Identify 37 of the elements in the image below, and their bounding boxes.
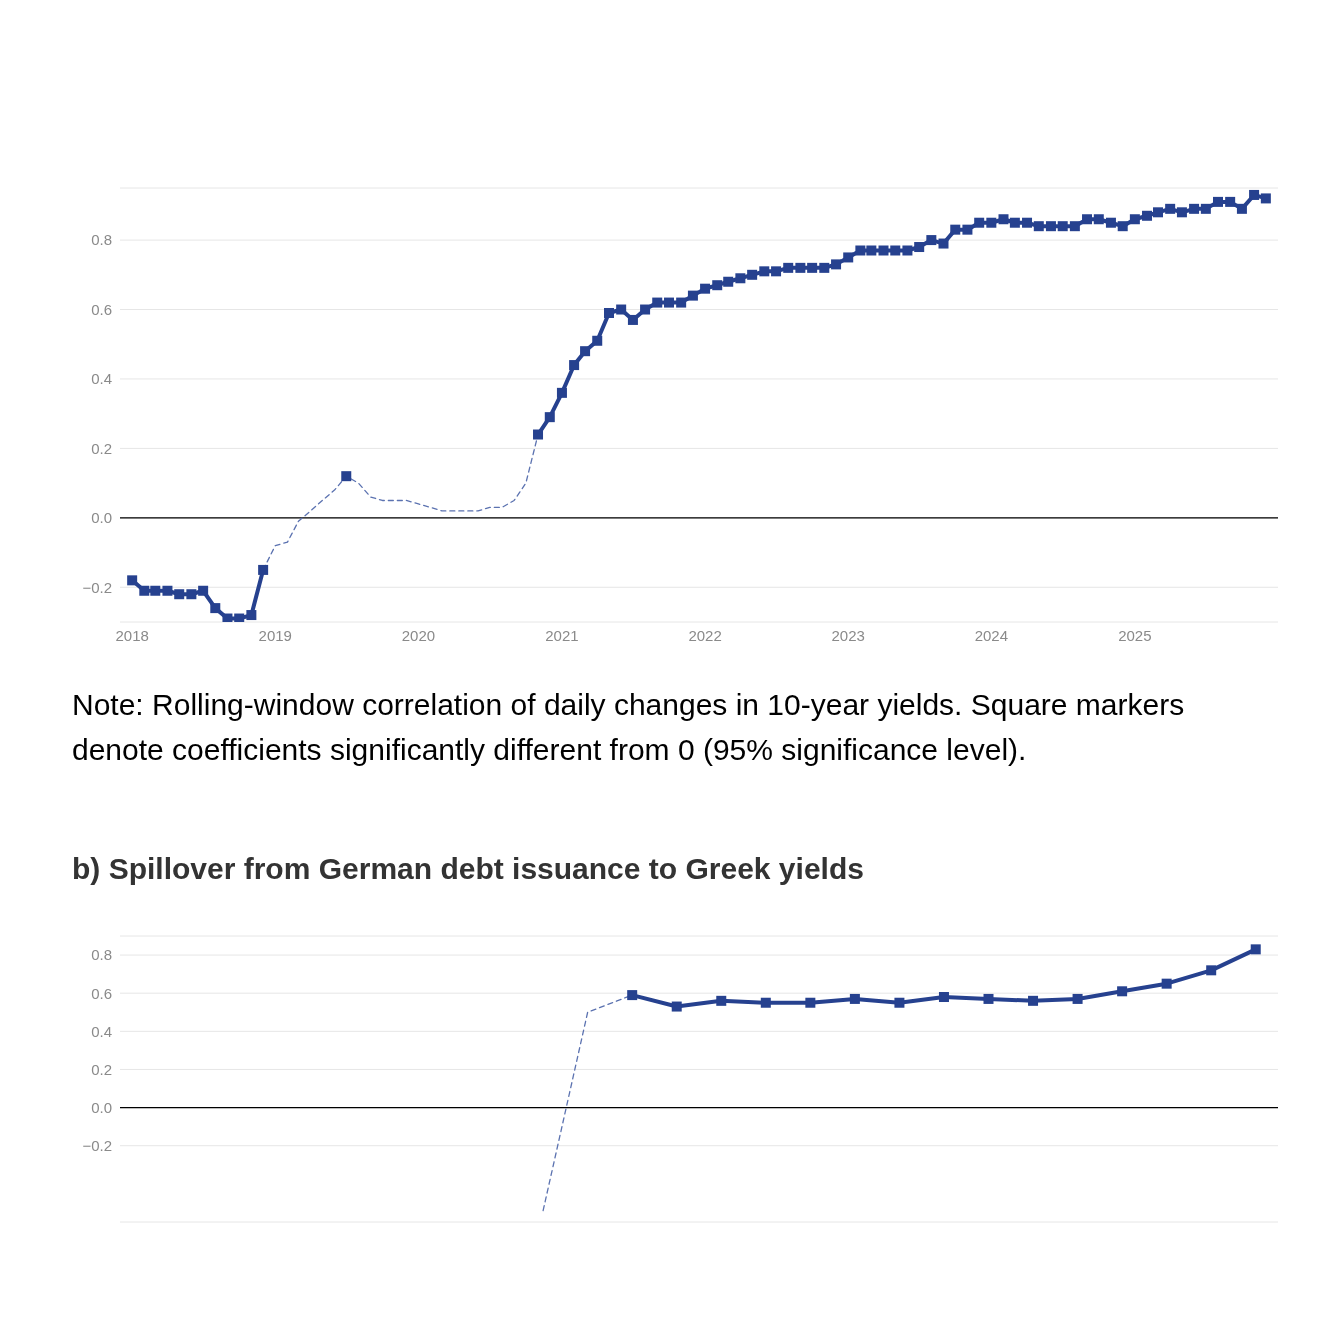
- point: [760, 997, 771, 1008]
- point: [671, 1001, 682, 1012]
- point: [1250, 944, 1261, 955]
- point: [1117, 986, 1128, 997]
- point: [1161, 978, 1172, 989]
- point: [1206, 965, 1217, 976]
- point: [1072, 993, 1083, 1004]
- x-tick-label: 2022: [688, 626, 722, 644]
- x-tick-label: 2020: [401, 626, 436, 644]
- y-tick-label: 0.4: [91, 1022, 112, 1040]
- point: [805, 997, 816, 1008]
- x-tick-label: 2025: [1118, 626, 1152, 644]
- point: [849, 993, 860, 1004]
- y-tick-label: 0.4: [91, 370, 112, 388]
- point: [938, 992, 949, 1003]
- y-tick-label: −0.2: [82, 578, 112, 596]
- y-tick-label: 0.6: [91, 300, 112, 318]
- x-tick-label: 2023: [831, 626, 865, 644]
- point: [1028, 995, 1039, 1006]
- x-tick-label: 2021: [545, 626, 579, 644]
- point: [716, 995, 727, 1006]
- text: Note: Rolling-window correlation of daily changes in 10-year yields. Square markers denote coefficients significantly different from 0 (95% significance level).: [72, 687, 1186, 768]
- point: [627, 990, 638, 1001]
- y-tick-label: 0.6: [91, 984, 112, 1002]
- y-tick-label: 0.2: [91, 439, 112, 457]
- chart-title: b) Spillover from German debt issuance to Greek yields: [72, 852, 865, 886]
- point: [894, 997, 905, 1008]
- y-tick-label: 0.0: [91, 509, 112, 527]
- y-tick-label: 0.0: [91, 1098, 112, 1116]
- y-tick-label: 0.8: [91, 946, 112, 964]
- x-tick-label: 2024: [974, 626, 1009, 644]
- y-tick-label: 0.8: [91, 231, 112, 249]
- x-tick-label: 2019: [258, 626, 292, 644]
- y-tick-label: 0.2: [91, 1060, 112, 1078]
- x-tick-label: 2018: [115, 626, 149, 644]
- y-tick-label: −0.2: [82, 1137, 112, 1155]
- point: [983, 993, 994, 1004]
